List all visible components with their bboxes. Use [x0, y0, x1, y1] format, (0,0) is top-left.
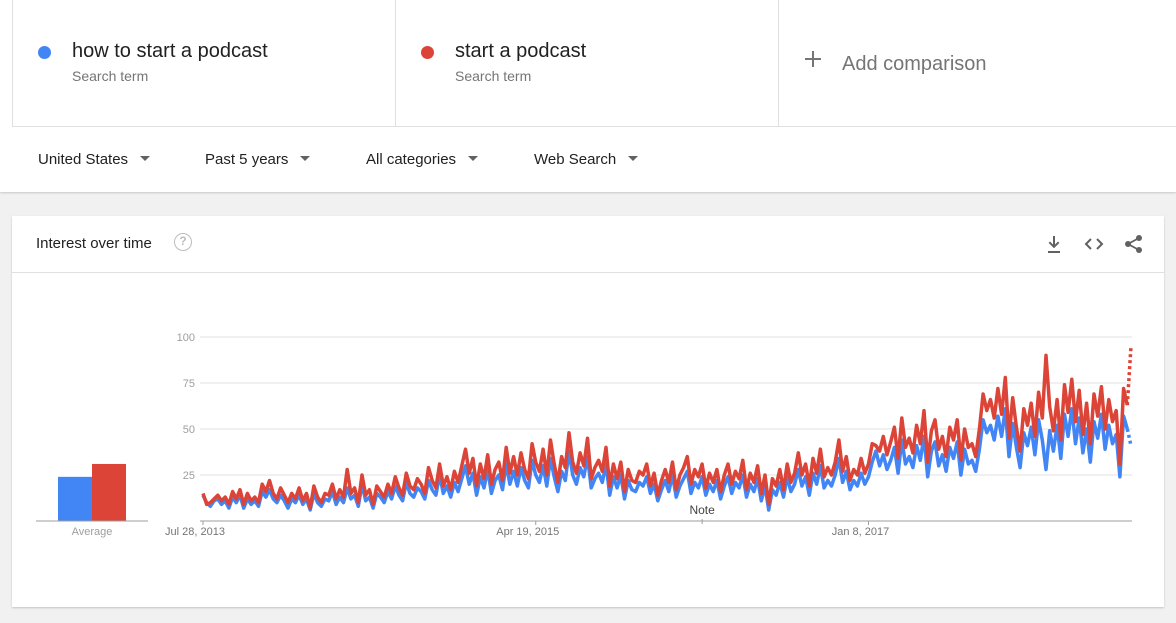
average-chart: Average — [36, 463, 148, 538]
card-title: Interest over time — [36, 235, 152, 252]
note-annotation: Note — [689, 503, 715, 517]
region-dropdown[interactable]: United States — [38, 151, 151, 168]
category-dropdown[interactable]: All categories — [366, 151, 479, 168]
time-range-value: Past 5 years — [205, 151, 289, 168]
series-line-2 — [201, 353, 1130, 510]
term-2-color-dot — [421, 46, 434, 59]
download-icon[interactable] — [1043, 233, 1065, 255]
search-type-dropdown[interactable]: Web Search — [534, 151, 639, 168]
series-partial-segment-1 — [1125, 428, 1133, 446]
embed-code-icon[interactable] — [1083, 233, 1105, 255]
interest-chart: Average 25 50 75 100 Jul 28, 2013 Apr 19, 20… — [36, 332, 1133, 538]
term-1-color-dot — [38, 46, 51, 59]
series-partial-segment-2 — [1125, 346, 1133, 406]
add-comparison-label: Add comparison — [842, 53, 987, 75]
search-term-2[interactable]: start a podcast Search term — [396, 0, 779, 126]
chevron-down-icon — [628, 155, 639, 161]
search-term-1[interactable]: how to start a podcast Search term — [13, 0, 396, 126]
x-tick-label: Jan 8, 2017 — [832, 526, 890, 538]
x-tick-label: Apr 19, 2015 — [496, 526, 559, 538]
term-2-name: start a podcast — [455, 40, 587, 62]
y-tick-label: 25 — [183, 470, 195, 482]
search-terms-row: how to start a podcast Search term start… — [12, 0, 1176, 127]
average-label: Average — [72, 526, 113, 538]
term-2-type: Search term — [455, 68, 532, 84]
help-icon[interactable]: ? — [174, 233, 192, 251]
card-header: Interest over time ? — [12, 216, 1164, 273]
plus-icon — [805, 51, 821, 67]
chevron-down-icon — [140, 155, 151, 161]
search-type-value: Web Search — [534, 151, 617, 168]
chevron-down-icon — [468, 155, 479, 161]
comparison-header: how to start a podcast Search term start… — [0, 0, 1176, 192]
term-1-name: how to start a podcast — [72, 40, 268, 62]
chevron-down-icon — [300, 155, 311, 161]
share-icon[interactable] — [1123, 233, 1145, 255]
average-bar-2 — [92, 463, 126, 521]
x-tick-label: Jul 28, 2013 — [165, 526, 225, 538]
term-1-type: Search term — [72, 68, 149, 84]
average-bar-1 — [58, 476, 92, 521]
y-tick-label: 100 — [177, 332, 195, 344]
time-range-dropdown[interactable]: Past 5 years — [205, 151, 311, 168]
y-tick-label: 50 — [183, 424, 195, 436]
filter-bar: United States Past 5 years All categorie… — [0, 127, 1176, 191]
add-comparison-button[interactable]: Add comparison — [779, 0, 1176, 126]
chart-x-axis: Jul 28, 2013 Apr 19, 2015 Jan 8, 2017 Note — [165, 503, 1132, 538]
chart-series — [201, 346, 1133, 512]
category-value: All categories — [366, 151, 457, 168]
region-value: United States — [38, 151, 129, 168]
interest-over-time-card: Interest over time ? Average 25 50 75 100 J… — [12, 216, 1164, 607]
y-tick-label: 75 — [183, 378, 195, 390]
